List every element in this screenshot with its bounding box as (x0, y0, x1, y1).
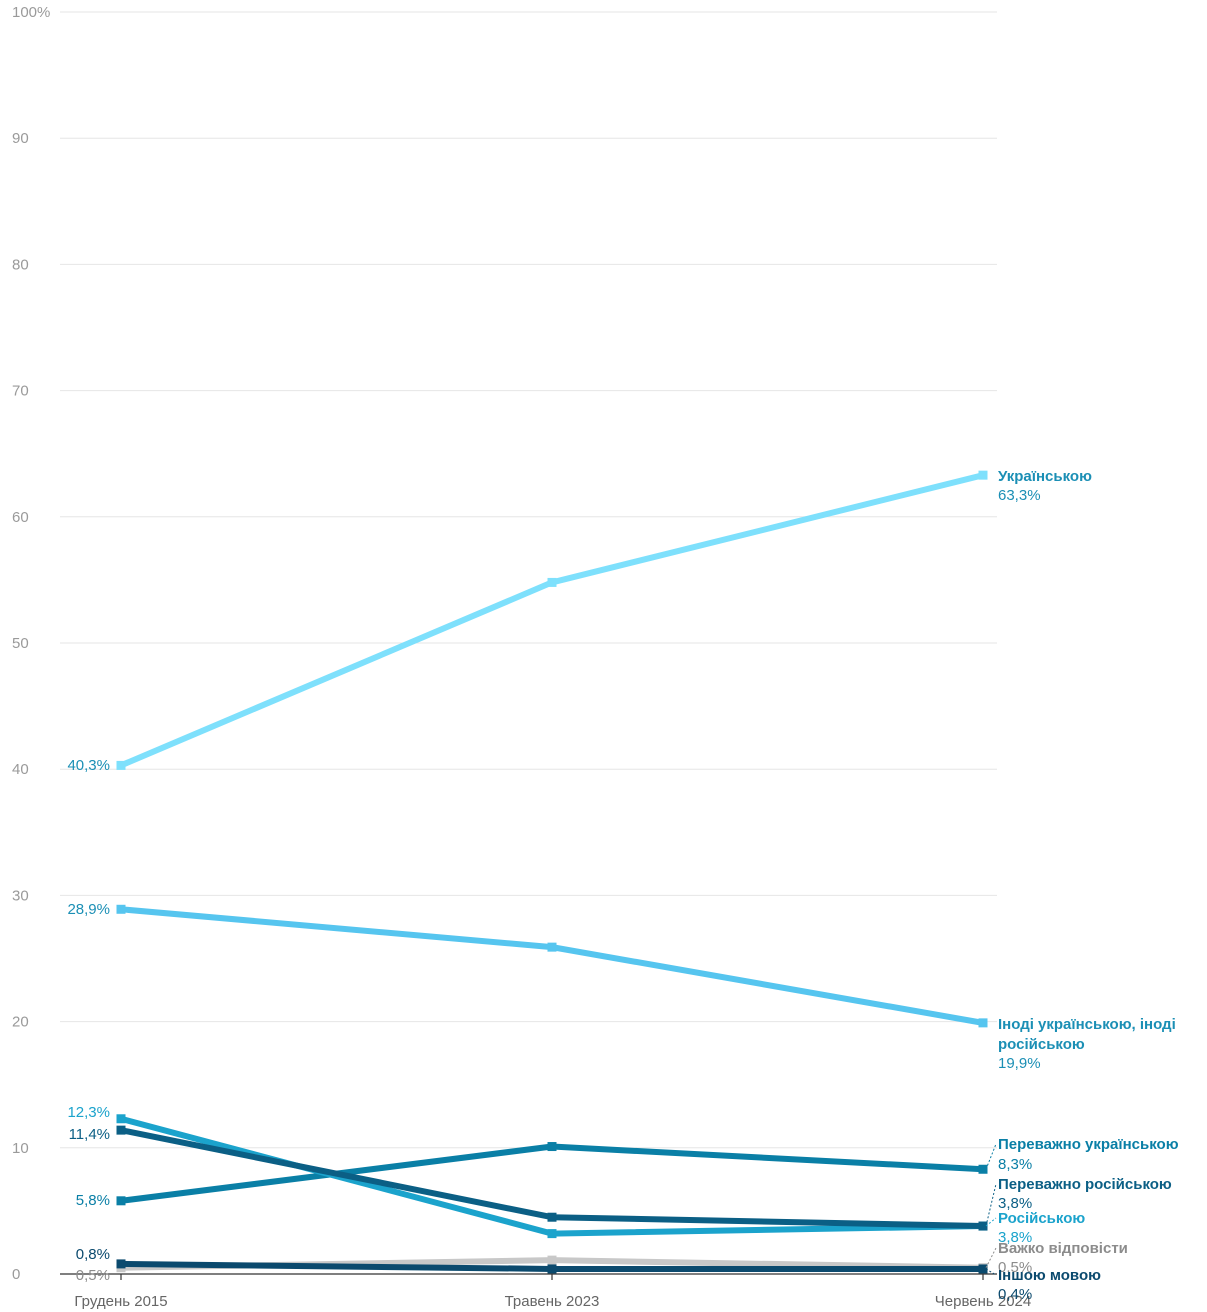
series-point (978, 1164, 988, 1174)
series-point (978, 470, 988, 480)
y-tick-label: 50 (12, 635, 29, 652)
series-point (547, 1212, 557, 1222)
series-point (978, 1018, 988, 1028)
start-value-label: 12,3% (67, 1104, 110, 1121)
start-value-label: 28,9% (67, 901, 110, 918)
start-value-label: 40,3% (67, 757, 110, 774)
y-tick-label: 20 (12, 1014, 29, 1031)
start-value-label: 0,5% (76, 1267, 110, 1284)
series-point (547, 1264, 557, 1274)
start-value-label: 11,4% (69, 1126, 110, 1143)
series-point (547, 577, 557, 587)
series-point (116, 1259, 126, 1269)
series-point (116, 760, 126, 770)
series-line (118, 906, 986, 1026)
y-tick-label: 100% (12, 4, 50, 21)
series-name-label: Іншою мовою (998, 1267, 1101, 1284)
series-name-label: Важко відповісти (998, 1240, 1128, 1257)
series-point (978, 1221, 988, 1231)
series-line (118, 472, 986, 769)
series-point (116, 1125, 126, 1135)
start-value-label: 5,8% (76, 1192, 110, 1209)
series-point (978, 1264, 988, 1274)
series-point (547, 1229, 557, 1239)
y-axis: 0 10 20 30 40 50 60 70 80 90 100% (12, 4, 50, 1283)
end-value-label: 3,8% (998, 1195, 1032, 1212)
series-point (547, 942, 557, 952)
x-tick-label: Травень 2023 (505, 1293, 600, 1310)
series-name-label: Російською (998, 1210, 1085, 1227)
end-value-label: 0,5% (998, 1259, 1032, 1276)
y-tick-label: 0 (12, 1266, 20, 1283)
series-point (547, 1142, 557, 1152)
x-axis: Грудень 2015 Травень 2023 Червень 2024 (60, 1273, 1031, 1310)
series-lines (116, 470, 988, 1274)
x-tick-label: Червень 2024 (935, 1293, 1031, 1310)
y-tick-label: 70 (12, 383, 29, 400)
series-point (116, 904, 126, 914)
y-tick-label: 80 (12, 256, 29, 273)
label-leader-line (985, 1268, 997, 1276)
grid-lines (60, 11, 997, 1149)
series-name-label: Українською (998, 468, 1092, 485)
label-leader-line (985, 1143, 997, 1170)
start-value-label: 0,8% (76, 1246, 110, 1263)
series-name-label: Іноді українською, іноді (998, 1016, 1176, 1033)
series-point (547, 1255, 557, 1265)
end-value-label: 0,4% (998, 1286, 1032, 1303)
end-value-label: 3,8% (998, 1229, 1032, 1246)
y-tick-label: 60 (12, 509, 29, 526)
end-value-label: 8,3% (998, 1156, 1032, 1173)
series-name-label: російською (998, 1036, 1085, 1053)
end-value-label: 19,9% (998, 1055, 1041, 1072)
series-point (116, 1196, 126, 1206)
y-tick-label: 10 (12, 1140, 29, 1157)
x-tick-label: Грудень 2015 (74, 1293, 167, 1310)
series-name-label: Переважно російською (998, 1176, 1172, 1193)
y-tick-label: 40 (12, 761, 29, 778)
series-labels: 40,3% 28,9% 5,8% 11,4% 12,3% 0,5% 0,8% Українсь… (67, 468, 1178, 1303)
label-leader-line (985, 1183, 997, 1227)
series-point (116, 1114, 126, 1124)
series-name-label: Переважно українською (998, 1136, 1179, 1153)
end-value-label: 63,3% (998, 487, 1041, 504)
y-tick-label: 90 (12, 130, 29, 147)
y-tick-label: 30 (12, 887, 29, 904)
